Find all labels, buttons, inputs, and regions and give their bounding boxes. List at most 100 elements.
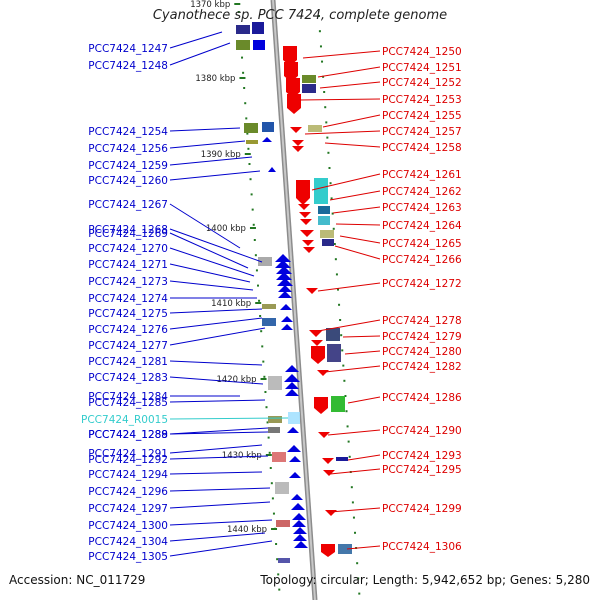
leader-line (329, 190, 381, 201)
gene-label-left[interactable]: PCC7424_1268 (88, 224, 168, 236)
reverse-arrow (287, 94, 301, 114)
scale-label: 1380 kbp (195, 74, 235, 84)
gene-label-left[interactable]: PCC7424_1276 (88, 324, 168, 336)
gene-label-left[interactable]: PCC7424_1305 (88, 551, 168, 563)
forward-arrow (293, 527, 307, 534)
leader-line (169, 399, 266, 403)
gene-label-left[interactable]: PCC7424_1260 (88, 175, 168, 187)
reverse-arrow (325, 510, 337, 516)
forward-arrow (281, 316, 293, 322)
gene-label-right[interactable]: PCC7424_1299 (382, 503, 462, 515)
gene-label-left[interactable]: PCC7424_1274 (88, 293, 168, 305)
gene-label-right[interactable]: PCC7424_1265 (382, 238, 462, 250)
forward-arrow (291, 494, 303, 500)
gene-label-left[interactable]: PCC7424_1292 (88, 454, 168, 466)
reverse-arrow (296, 180, 310, 205)
gene-label-right[interactable]: PCC7424_1263 (382, 202, 462, 214)
gene-label-right[interactable]: PCC7424_1258 (382, 142, 462, 154)
gene-label-left[interactable]: PCC7424_1259 (88, 160, 168, 172)
leader-line (334, 245, 381, 260)
scale-label: 1390 kbp (201, 150, 241, 160)
leader-line (344, 350, 381, 355)
reverse-arrow (323, 470, 335, 476)
gene-label-left[interactable]: PCC7424_1247 (88, 43, 168, 55)
gene-label-right[interactable]: PCC7424_1290 (382, 425, 462, 437)
leader-line (169, 455, 269, 460)
gene-label-left[interactable]: PCC7424_1269 (88, 228, 168, 240)
gene-label-left[interactable]: PCC7424_1297 (88, 503, 168, 515)
gene-label-right[interactable]: PCC7424_1272 (382, 278, 462, 290)
gene-block (258, 257, 272, 266)
leader-line (329, 507, 381, 513)
leader-line (169, 471, 263, 475)
gene-label-left[interactable]: PCC7424_1277 (88, 340, 168, 352)
gene-label-left[interactable]: PCC7424_1254 (88, 126, 168, 138)
rna-block (288, 412, 300, 424)
gene-label-right[interactable]: PCC7424_1252 (382, 77, 462, 89)
gene-block (338, 544, 352, 554)
gene-label-left[interactable]: PCC7424_1285 (88, 397, 168, 409)
gene-label-left[interactable]: PCC7424_1296 (88, 486, 168, 498)
forward-arrow (280, 304, 292, 310)
gene-label-left[interactable]: PCC7424_1273 (88, 276, 168, 288)
gene-features (236, 22, 352, 563)
gene-block (331, 396, 345, 412)
gene-label-right[interactable]: PCC7424_1250 (382, 46, 462, 58)
forward-arrow (276, 266, 292, 274)
gene-label-left[interactable]: PCC7424_1256 (88, 143, 168, 155)
gene-label-left[interactable]: PCC7424_1291 (88, 448, 168, 460)
gene-label-left[interactable]: PCC7424_1281 (88, 356, 168, 368)
reverse-arrow (321, 544, 335, 557)
leader-line (169, 140, 246, 149)
gene-label-left[interactable]: PCC7424_1275 (88, 308, 168, 320)
gene-label-right[interactable]: PCC7424_1279 (382, 331, 462, 343)
gene-label-right[interactable]: PCC7424_1255 (382, 110, 462, 122)
gene-label-right[interactable]: PCC7424_1253 (382, 94, 462, 106)
gene-label-left[interactable]: PCC7424_1300 (88, 520, 168, 532)
gene-label-left[interactable]: PCC7424_1304 (88, 536, 168, 548)
gene-label-left[interactable]: PCC7424_1283 (88, 372, 168, 384)
gene-label-right[interactable]: PCC7424_1286 (382, 392, 462, 404)
gene-label-right[interactable]: PCC7424_1306 (382, 541, 462, 553)
gene-label-left[interactable]: PCC7424_R0015 (81, 414, 168, 426)
reverse-arrow (290, 127, 302, 133)
gene-label-right[interactable]: PCC7424_1282 (382, 361, 462, 373)
gene-label-left[interactable]: PCC7424_1289 (88, 429, 168, 441)
gene-label-right[interactable]: PCC7424_1257 (382, 126, 462, 138)
gene-label-right[interactable]: PCC7424_1295 (382, 464, 462, 476)
reverse-arrow (283, 46, 297, 66)
gene-block (302, 75, 316, 83)
gene-block (322, 239, 334, 246)
gene-label-right[interactable]: PCC7424_1251 (382, 62, 462, 74)
forward-arrow (276, 272, 292, 280)
gene-label-left[interactable]: PCC7424_1288 (88, 429, 168, 441)
gene-label-right[interactable]: PCC7424_1264 (382, 220, 462, 232)
gene-block (308, 125, 322, 132)
gene-label-left[interactable]: PCC7424_1271 (88, 259, 168, 271)
gene-label-right[interactable]: PCC7424_1293 (382, 450, 462, 462)
leader-line (169, 427, 269, 435)
gene-label-right[interactable]: PCC7424_1278 (382, 315, 462, 327)
gene-label-right[interactable]: PCC7424_1266 (382, 254, 462, 266)
gene-label-left[interactable]: PCC7424_1284 (88, 391, 168, 403)
gene-block (262, 122, 274, 132)
gene-label-left[interactable]: PCC7424_1248 (88, 60, 168, 72)
leader-line (332, 206, 381, 214)
topology-text: Topology: circular; Length: 5,942,652 bp… (260, 573, 590, 587)
leader-line (299, 98, 381, 101)
leader-line (169, 308, 263, 314)
gene-label-left[interactable]: PCC7424_1267 (88, 199, 168, 211)
leader-line (347, 454, 381, 461)
forward-arrow (291, 503, 305, 510)
gene-label-right[interactable]: PCC7424_1262 (382, 186, 462, 198)
gene-label-right[interactable]: PCC7424_1261 (382, 169, 462, 181)
leader-line (169, 203, 241, 249)
reverse-arrow (286, 78, 300, 98)
forward-arrow (285, 389, 299, 396)
gene-label-left[interactable]: PCC7424_1270 (88, 243, 168, 255)
leader-line (319, 81, 381, 89)
gene-block (302, 84, 316, 93)
leader-line (169, 487, 271, 492)
gene-label-right[interactable]: PCC7424_1280 (382, 346, 462, 358)
gene-label-left[interactable]: PCC7424_1294 (88, 469, 168, 481)
